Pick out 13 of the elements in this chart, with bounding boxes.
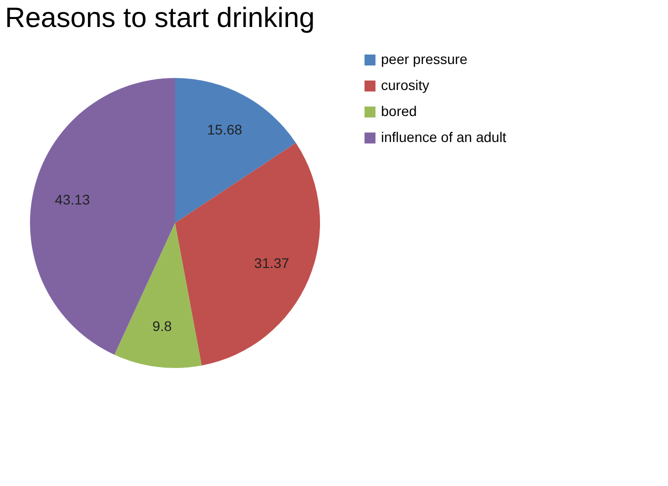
pie-slice [175,78,296,223]
data-label: 9.8 [152,318,172,334]
legend-label: curosity [381,77,430,93]
legend-label: peer pressure [381,51,468,67]
data-label: 43.13 [54,192,90,208]
pie-slice [114,223,202,368]
data-label: 31.37 [254,254,290,271]
data-label: 15.68 [207,121,242,138]
chart-title: Reasons to start drinking [5,2,315,33]
legend-label: influence of an adult [381,129,506,145]
legend-label: bored [381,103,417,119]
pie-slice [30,78,175,355]
pie-slice [175,142,320,366]
